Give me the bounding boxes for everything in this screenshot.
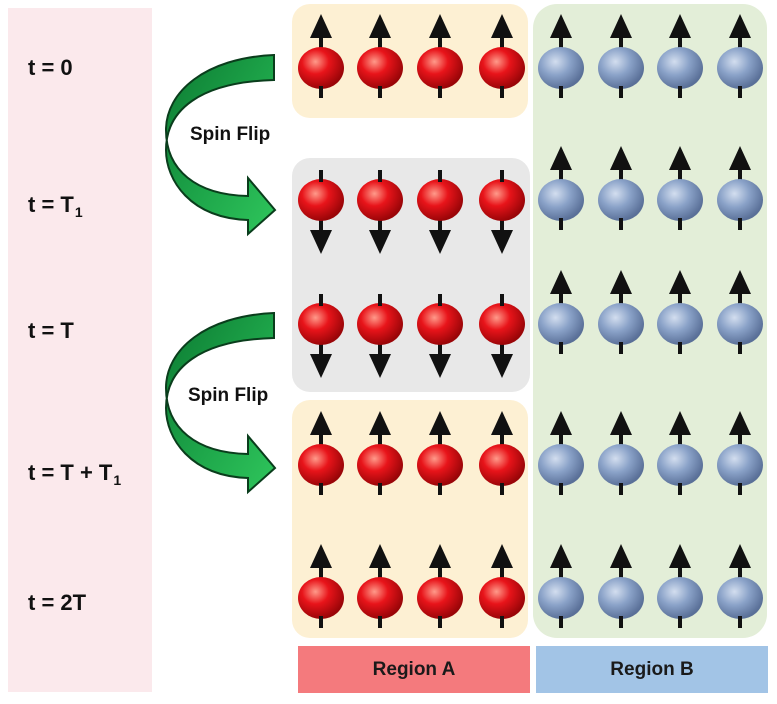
region-b-particle-row0-0 [538,14,584,98]
region-a-particle-row4-0 [298,544,344,628]
region-b-particle-row3-2 [657,411,703,495]
region-a-particle-row0-0 [298,14,344,98]
region-b-particle-row1-0 [538,146,584,230]
region-b-particle-row3-1 [598,411,644,495]
region-a-particle-row0-3 [479,14,525,98]
region-b-particle-row4-2 [657,544,703,628]
region-b-particle-row1-3 [717,146,763,230]
spin-flip-label-2: Spin Flip [188,385,269,406]
time-axis-panel [8,8,152,692]
region-a-particle-row1-1 [357,170,403,254]
time-label-t: t = T [28,318,74,343]
region-b-particle-row2-1 [598,270,644,354]
region-a-particle-row4-3 [479,544,525,628]
region-b-particle-row4-1 [598,544,644,628]
region-a-particle-row2-3 [479,294,525,378]
region-b-particle-row0-1 [598,14,644,98]
region-b-particle-row3-0 [538,411,584,495]
spin-flip-arrow-2 [164,311,277,495]
region-a-particle-row2-0 [298,294,344,378]
spin-flip-label-1: Spin Flip [190,124,271,145]
time-label-t0: t = 0 [28,55,73,80]
time-label-t1: t = T1 [28,192,83,220]
region-b-particle-row1-1 [598,146,644,230]
region-a-particle-row0-1 [357,14,403,98]
region-a-particle-row3-0 [298,411,344,495]
region-a-particle-row4-2 [417,544,463,628]
spin-flip-arrow-1 [164,53,277,237]
region-b-particle-row0-2 [657,14,703,98]
region-a-particle-row1-2 [417,170,463,254]
region-b-particle-row2-2 [657,270,703,354]
region-a-label: Region A [298,646,530,693]
region-b-particle-row2-0 [538,270,584,354]
region-a-particle-row3-2 [417,411,463,495]
region-a-particle-row0-2 [417,14,463,98]
region-a-particle-row3-1 [357,411,403,495]
region-b-particle-row4-0 [538,544,584,628]
region-b-particle-row0-3 [717,14,763,98]
region-a-particle-row2-2 [417,294,463,378]
region-a-particle-row3-3 [479,411,525,495]
region-b-particle-row1-2 [657,146,703,230]
region-a-particle-row1-0 [298,170,344,254]
region-a-particle-row4-1 [357,544,403,628]
time-label-t-plus-t1: t = T + T1 [28,460,122,488]
region-a-particle-row1-3 [479,170,525,254]
region-b-particle-row3-3 [717,411,763,495]
region-b-label: Region B [536,646,768,693]
region-a-particle-row2-1 [357,294,403,378]
time-label-2t: t = 2T [28,590,87,615]
region-b-particle-row4-3 [717,544,763,628]
region-b-particle-row2-3 [717,270,763,354]
